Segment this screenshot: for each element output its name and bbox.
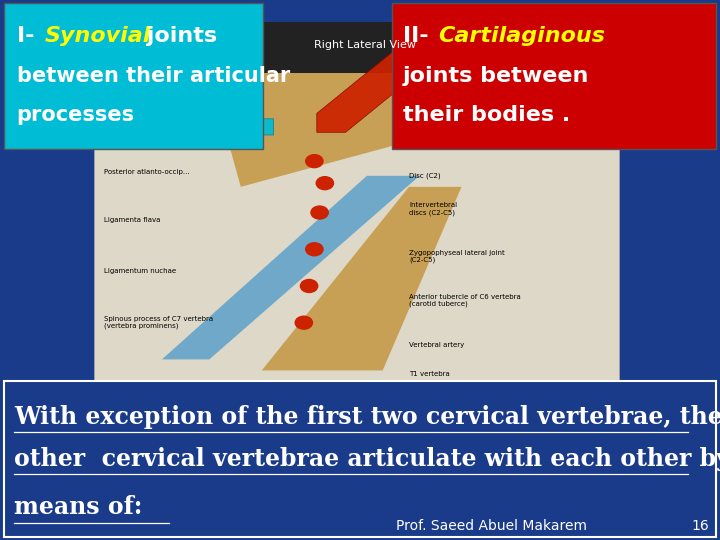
Text: Atlas: Atlas <box>409 144 426 150</box>
FancyBboxPatch shape <box>392 3 716 148</box>
Circle shape <box>295 316 312 329</box>
Text: Disc (C2): Disc (C2) <box>409 173 441 179</box>
Circle shape <box>300 280 318 293</box>
Polygon shape <box>317 24 454 132</box>
Circle shape <box>316 177 333 190</box>
Text: joints between: joints between <box>403 65 590 86</box>
Text: Anterior tubercle of C6 vertebra
(carotid tuberce): Anterior tubercle of C6 vertebra (caroti… <box>409 294 521 307</box>
Text: Zygopophyseal lateral joint
(C2-C5): Zygopophyseal lateral joint (C2-C5) <box>409 250 505 264</box>
Polygon shape <box>162 176 420 360</box>
Text: With exception of the first two cervical vertebrae, the: With exception of the first two cervical… <box>14 404 720 429</box>
Polygon shape <box>262 187 462 370</box>
Text: Synovial: Synovial <box>45 26 151 46</box>
Text: between their articular: between their articular <box>17 65 290 86</box>
Text: other  cervical vertebrae articulate with each other by: other cervical vertebrae articulate with… <box>14 447 720 471</box>
FancyBboxPatch shape <box>4 381 716 537</box>
FancyBboxPatch shape <box>94 22 619 75</box>
Text: Ligamentum nuchae: Ligamentum nuchae <box>104 268 176 274</box>
Text: T1 vertebra: T1 vertebra <box>409 371 450 377</box>
Text: Anter...: Anter... <box>409 109 434 114</box>
Text: I-: I- <box>17 26 42 46</box>
Text: II-: II- <box>403 26 436 46</box>
Text: 16: 16 <box>691 519 709 534</box>
Text: means of:: means of: <box>14 495 143 519</box>
Circle shape <box>311 206 328 219</box>
FancyBboxPatch shape <box>94 22 619 389</box>
Text: processes: processes <box>17 105 135 125</box>
Polygon shape <box>122 24 274 135</box>
Text: Cartilaginous: Cartilaginous <box>438 26 605 46</box>
Text: Intervertebral
discs (C2-C5): Intervertebral discs (C2-C5) <box>409 202 457 215</box>
Text: Vertebral artery: Vertebral artery <box>409 342 464 348</box>
Text: Right Lateral View: Right Lateral View <box>315 40 416 50</box>
Text: their bodies .: their bodies . <box>403 105 570 125</box>
Text: Posterior atlanto-occip...: Posterior atlanto-occip... <box>104 169 190 175</box>
FancyBboxPatch shape <box>4 3 263 148</box>
Polygon shape <box>210 73 503 187</box>
Text: Spinous process of C7 vertebra
(vertebra prominens): Spinous process of C7 vertebra (vertebra… <box>104 316 213 329</box>
Circle shape <box>306 154 323 167</box>
Text: joints: joints <box>139 26 217 46</box>
Text: Prof. Saeed Abuel Makarem: Prof. Saeed Abuel Makarem <box>396 519 587 534</box>
Text: Ligamenta flava: Ligamenta flava <box>104 217 161 223</box>
Circle shape <box>306 243 323 256</box>
